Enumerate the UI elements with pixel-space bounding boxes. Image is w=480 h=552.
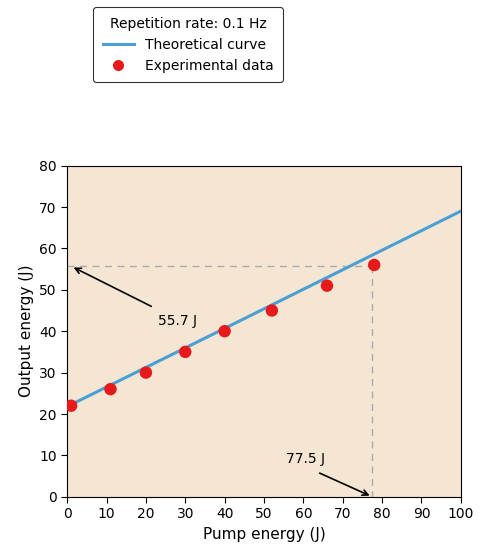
Point [107, 385, 114, 394]
Text: 77.5 J: 77.5 J [286, 452, 324, 466]
Point [221, 327, 228, 336]
Point [371, 261, 378, 269]
Text: 55.7 J: 55.7 J [158, 314, 197, 328]
X-axis label: Pump energy (J): Pump energy (J) [203, 527, 325, 542]
Y-axis label: Output energy (J): Output energy (J) [19, 265, 34, 397]
Point [323, 282, 331, 290]
Point [181, 348, 189, 357]
Legend: Theoretical curve, Experimental data: Theoretical curve, Experimental data [93, 7, 283, 82]
Point [268, 306, 276, 315]
Point [142, 368, 150, 377]
Point [67, 401, 75, 410]
